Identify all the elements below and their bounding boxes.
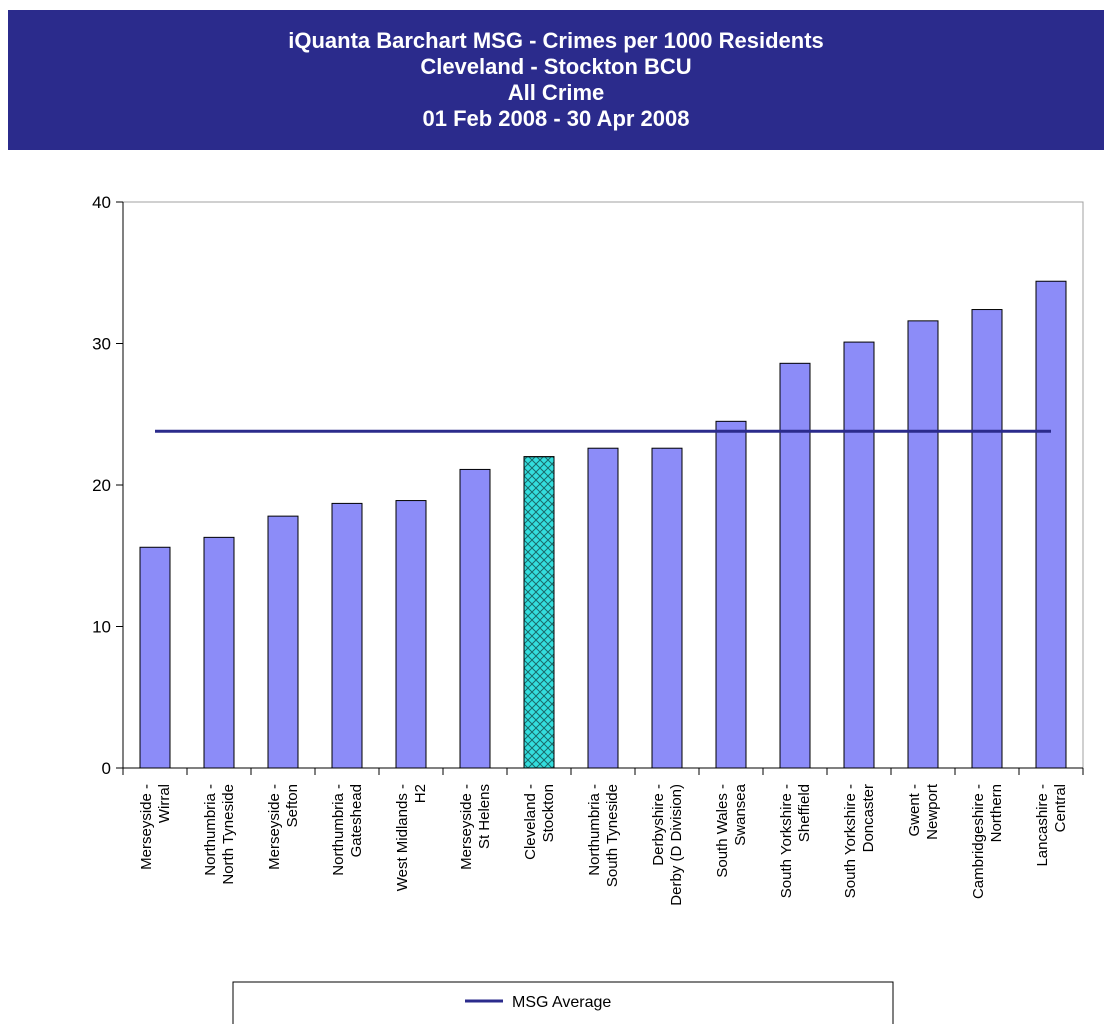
x-tick-label-line2: Stockton bbox=[540, 784, 557, 842]
x-tick-label-line2: Derby (D Division) bbox=[668, 784, 685, 906]
bar bbox=[971, 309, 1003, 769]
x-tick-label: Cleveland - Stockton bbox=[522, 784, 557, 860]
y-tick-label: 10 bbox=[92, 618, 111, 637]
x-tick-label-line2: Doncaster bbox=[860, 784, 877, 852]
bar bbox=[715, 420, 747, 769]
bar bbox=[651, 447, 683, 769]
x-tick-label-line1: South Yorkshire - bbox=[778, 784, 795, 898]
bar bbox=[331, 502, 363, 769]
x-tick-label-line1: Merseyside - bbox=[458, 784, 475, 870]
bar bbox=[139, 546, 171, 769]
x-tick-label: South Wales - Swansea bbox=[714, 783, 749, 877]
bar bbox=[267, 515, 299, 769]
bar-highlight-hatch bbox=[523, 456, 555, 769]
chart-title: iQuanta Barchart MSG - Crimes per 1000 R… bbox=[288, 28, 824, 53]
x-tick-label-line1: Merseyside - bbox=[138, 784, 155, 870]
x-tick-label-line2: Wirral bbox=[156, 784, 173, 823]
legend-box bbox=[232, 981, 894, 1024]
legend: MSG Average bbox=[232, 981, 894, 1024]
x-tick-label: Northumbria - South Tyneside bbox=[586, 784, 621, 887]
x-tick-label: Merseyside - Wirral bbox=[138, 784, 173, 870]
x-tick-label-line2: H2 bbox=[412, 784, 429, 803]
x-tick-label: South Yorkshire - Doncaster bbox=[842, 784, 877, 898]
bars-group bbox=[139, 280, 1067, 769]
x-tick-label-line2: Swansea bbox=[732, 783, 749, 845]
x-tick-label-line1: Northumbria - bbox=[330, 784, 347, 876]
bar bbox=[587, 447, 619, 769]
x-tick-label-line1: Derbyshire - bbox=[650, 784, 667, 866]
x-tick-label-line2: Sheffield bbox=[796, 784, 813, 842]
x-tick-label-line1: West Midlands - bbox=[394, 784, 411, 891]
x-tick-label-line2: Newport bbox=[924, 783, 941, 840]
y-tick-label: 20 bbox=[92, 476, 111, 495]
x-tick-label: Cambridgeshire - Northern bbox=[970, 784, 1005, 899]
x-tick-label-line1: Gwent - bbox=[906, 784, 923, 837]
x-axis-labels: Merseyside - Wirral Northumbria - North Tyn… bbox=[138, 783, 1069, 906]
x-tick-label-line1: Merseyside - bbox=[266, 784, 283, 870]
x-tick-label: Merseyside - Sefton bbox=[266, 784, 301, 870]
chart-subtitle-bcu: Cleveland - Stockton BCU bbox=[420, 54, 692, 79]
bar bbox=[907, 320, 939, 769]
x-tick-label: Northumbria - Gateshead bbox=[330, 784, 365, 876]
bar bbox=[779, 362, 811, 769]
x-tick-label: Northumbria - North Tyneside bbox=[202, 784, 237, 885]
x-tick-label: Derbyshire - Derby (D Division) bbox=[650, 784, 685, 906]
legend-average-label: MSG Average bbox=[512, 994, 611, 1011]
x-tick-label-line1: Lancashire - bbox=[1034, 784, 1051, 867]
y-tick-label: 0 bbox=[102, 759, 111, 778]
bar bbox=[395, 500, 427, 769]
x-tick-label-line1: Cleveland - bbox=[522, 784, 539, 860]
bar bbox=[203, 536, 235, 769]
x-tick-label: South Yorkshire - Sheffield bbox=[778, 784, 813, 898]
bar bbox=[843, 341, 875, 769]
x-tick-label-line2: Gateshead bbox=[348, 784, 365, 857]
y-tick-label: 30 bbox=[92, 335, 111, 354]
x-tick-label-line2: South Tyneside bbox=[604, 784, 621, 887]
x-tick-label-line2: Sefton bbox=[284, 784, 301, 827]
x-axis bbox=[122, 767, 1084, 775]
chart-date-range: 01 Feb 2008 - 30 Apr 2008 bbox=[422, 106, 690, 131]
x-tick-label-line2: Central bbox=[1052, 784, 1069, 832]
x-tick-label-line2: St Helens bbox=[476, 784, 493, 849]
x-tick-label-line2: North Tyneside bbox=[220, 784, 237, 885]
y-axis: 0 10 20 30 40 bbox=[92, 193, 124, 778]
x-tick-label: West Midlands - H2 bbox=[394, 784, 429, 891]
x-tick-label: Gwent - Newport bbox=[906, 783, 941, 840]
x-tick-label-line1: Northumbria - bbox=[202, 784, 219, 876]
chart-header: iQuanta Barchart MSG - Crimes per 1000 R… bbox=[8, 10, 1104, 150]
x-tick-label: Lancashire - Central bbox=[1034, 784, 1069, 867]
x-tick-label-line1: South Yorkshire - bbox=[842, 784, 859, 898]
x-tick-label-line1: Northumbria - bbox=[586, 784, 603, 876]
chart-subtitle-crime: All Crime bbox=[507, 80, 605, 105]
bar bbox=[1035, 280, 1067, 769]
x-tick-label-line1: Cambridgeshire - bbox=[970, 784, 987, 899]
y-tick-label: 40 bbox=[92, 193, 111, 212]
bar bbox=[459, 468, 491, 769]
x-tick-label-line2: Northern bbox=[988, 784, 1005, 842]
x-tick-label: Merseyside - St Helens bbox=[458, 784, 493, 870]
x-tick-label-line1: South Wales - bbox=[714, 784, 731, 878]
